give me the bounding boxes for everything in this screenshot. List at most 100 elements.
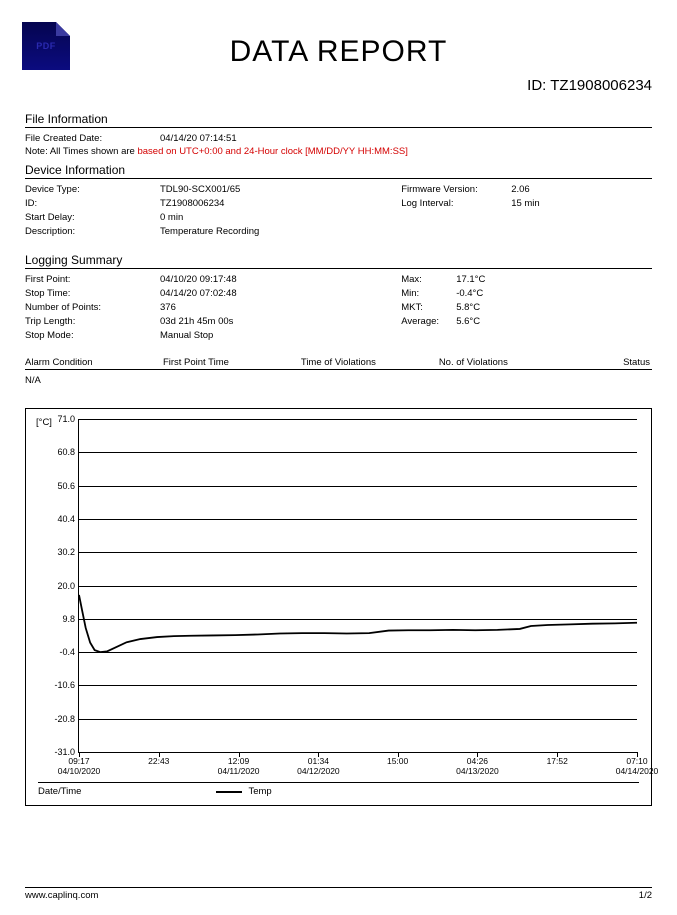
alarm-table: Alarm Condition First Point Time Time of… xyxy=(25,357,652,371)
section-device-info: Device Information xyxy=(25,163,652,179)
footer-url: www.caplinq.com xyxy=(25,890,98,901)
alarm-col-status: Status xyxy=(577,357,652,370)
device-left-label: ID: xyxy=(25,197,160,211)
device-left-value: 0 min xyxy=(160,211,401,225)
logging-stat-value: 17.1°C xyxy=(456,273,652,287)
logging-left-row: Stop Time:04/14/20 07:02:48 xyxy=(25,287,401,301)
file-created-value: 04/14/20 07:14:51 xyxy=(160,132,652,146)
chart-ytick-label: 40.4 xyxy=(57,514,75,524)
chart-gridline xyxy=(79,519,637,520)
file-created-row: File Created Date: 04/14/20 07:14:51 xyxy=(25,132,652,146)
alarm-na: N/A xyxy=(25,375,652,386)
alarm-col-condition: Alarm Condition xyxy=(25,357,163,370)
footer-page: 1/2 xyxy=(639,890,652,901)
device-left-label: Device Type: xyxy=(25,183,160,197)
logging-stat-value: -0.4°C xyxy=(456,287,652,301)
chart-gridline xyxy=(79,552,637,553)
chart-gridline xyxy=(79,486,637,487)
pdf-icon: PDF xyxy=(22,22,70,70)
report-title: DATA REPORT xyxy=(25,35,652,69)
device-info-grid: Device Type:TDL90-SCX001/65ID:TZ19080062… xyxy=(25,183,652,239)
plot-wrap: 71.060.850.640.430.220.09.8-0.4-10.6-20.… xyxy=(78,419,637,753)
chart-ytick-label: 71.0 xyxy=(57,414,75,424)
alarm-col-firstpoint: First Point Time xyxy=(163,357,301,370)
device-right-row: Log Interval:15 min xyxy=(401,197,652,211)
report-page: PDF DATA REPORT ID: TZ1908006234 File In… xyxy=(0,0,677,915)
chart-gridline xyxy=(79,619,637,620)
logging-left-row: Stop Mode:Manual Stop xyxy=(25,329,401,343)
logging-stat-row: MKT:5.8°C xyxy=(401,301,652,315)
alarm-col-violtime: Time of Violations xyxy=(301,357,439,370)
logging-stat-label: Min: xyxy=(401,287,456,301)
chart-ytick-label: 60.8 xyxy=(57,447,75,457)
chart-xtick-label: 22:43 xyxy=(148,756,169,766)
legend-swatch xyxy=(216,791,242,793)
logging-stat-label: MKT: xyxy=(401,301,456,315)
logging-stat-value: 5.8°C xyxy=(456,301,652,315)
logging-left-label: Stop Time: xyxy=(25,287,160,301)
chart-gridline xyxy=(79,419,637,420)
plot-area: 71.060.850.640.430.220.09.8-0.4-10.6-20.… xyxy=(78,419,637,753)
chart-legend: Temp xyxy=(216,786,271,797)
chart-xtick-label: 07:1004/14/2020 xyxy=(616,756,659,776)
device-right-row: Firmware Version:2.06 xyxy=(401,183,652,197)
device-left-value: Temperature Recording xyxy=(160,225,401,239)
logging-left-label: First Point: xyxy=(25,273,160,287)
logging-stat-row: Average:5.6°C xyxy=(401,315,652,329)
logging-left-value: 03d 21h 45m 00s xyxy=(160,315,401,329)
device-left-row: Start Delay:0 min xyxy=(25,211,401,225)
chart-gridline xyxy=(79,685,637,686)
logging-stat-row: Min:-0.4°C xyxy=(401,287,652,301)
logging-left-row: Trip Length:03d 21h 45m 00s xyxy=(25,315,401,329)
logging-left-value: 04/10/20 09:17:48 xyxy=(160,273,401,287)
time-note-prefix: Note: All Times shown are xyxy=(25,146,135,157)
device-left-value: TZ1908006234 xyxy=(160,197,401,211)
section-logging: Logging Summary xyxy=(25,253,652,269)
legend-label: Temp xyxy=(248,786,271,797)
chart-xaxis-label: Date/Time xyxy=(38,786,81,797)
chart-xtick-label: 01:3404/12/2020 xyxy=(297,756,340,776)
chart-ytick-label: -10.6 xyxy=(54,680,75,690)
logging-left-value: 376 xyxy=(160,301,401,315)
chart-gridline xyxy=(79,452,637,453)
device-right-label: Log Interval: xyxy=(401,197,511,211)
chart-ytick-label: 50.6 xyxy=(57,481,75,491)
device-right-value: 15 min xyxy=(511,197,652,211)
logging-left-label: Number of Points: xyxy=(25,301,160,315)
chart-xtick-label: 17:52 xyxy=(547,756,568,766)
logging-grid: First Point:04/10/20 09:17:48Stop Time:0… xyxy=(25,273,652,343)
chart-xtick-label: 15:00 xyxy=(387,756,408,766)
logging-left-label: Stop Mode: xyxy=(25,329,160,343)
alarm-rule xyxy=(25,370,652,372)
chart-footer: Date/Time Temp xyxy=(38,782,639,797)
chart-xtick-label: 12:0904/11/2020 xyxy=(218,756,260,776)
logging-left-row: Number of Points:376 xyxy=(25,301,401,315)
device-right-label: Firmware Version: xyxy=(401,183,511,197)
chart-xtick-label: 04:2604/13/2020 xyxy=(456,756,499,776)
chart-y-unit: [°C] xyxy=(36,417,52,428)
logging-stat-label: Average: xyxy=(401,315,456,329)
chart-ytick-label: 20.0 xyxy=(57,581,75,591)
alarm-col-violcount: No. of Violations xyxy=(439,357,577,370)
device-left-row: Description:Temperature Recording xyxy=(25,225,401,239)
device-right-value: 2.06 xyxy=(511,183,652,197)
time-note-rest: based on UTC+0:00 and 24-Hour clock [MM/… xyxy=(135,146,408,157)
pdf-icon-label: PDF xyxy=(36,41,56,51)
report-id-label: ID: xyxy=(527,77,546,94)
logging-left-label: Trip Length: xyxy=(25,315,160,329)
chart-gridline xyxy=(79,652,637,653)
logging-stat-row: Max:17.1°C xyxy=(401,273,652,287)
device-left-value: TDL90-SCX001/65 xyxy=(160,183,401,197)
device-left-row: Device Type:TDL90-SCX001/65 xyxy=(25,183,401,197)
chart-ytick-label: -20.8 xyxy=(54,714,75,724)
device-left-row: ID:TZ1908006234 xyxy=(25,197,401,211)
time-note: Note: All Times shown are based on UTC+0… xyxy=(25,146,652,157)
chart-ytick-label: 9.8 xyxy=(62,614,75,624)
logging-stat-value: 5.6°C xyxy=(456,315,652,329)
alarm-header-row: Alarm Condition First Point Time Time of… xyxy=(25,357,652,370)
file-created-label: File Created Date: xyxy=(25,132,160,146)
logging-left-value: Manual Stop xyxy=(160,329,401,343)
device-left-label: Start Delay: xyxy=(25,211,160,225)
page-footer: www.caplinq.com 1/2 xyxy=(25,887,652,901)
chart-gridline xyxy=(79,719,637,720)
